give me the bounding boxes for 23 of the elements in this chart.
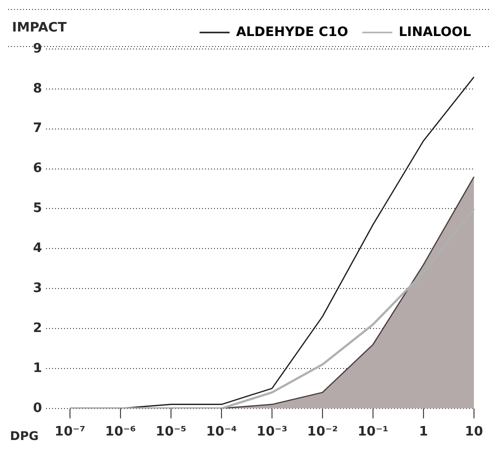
x-tick-label: 10⁻⁵ [156, 424, 186, 440]
y-tick-label: 2 [32, 320, 42, 336]
x-tick-label: 10⁻⁶ [105, 424, 136, 440]
y-tick-label: 0 [32, 400, 42, 416]
y-axis-title: IMPACT [12, 20, 67, 36]
y-tick-label: 7 [32, 121, 42, 136]
y-tick-label: 8 [32, 81, 42, 96]
legend-label: LINALOOL [398, 24, 472, 40]
y-tick-label: 9 [32, 41, 42, 56]
y-tick-label: 1 [32, 360, 42, 376]
x-axis-title: DPG [10, 429, 39, 444]
legend-label: ALDEHYDE C1O [236, 24, 348, 40]
y-tick-label: 4 [32, 241, 42, 256]
y-tick-label: 5 [32, 201, 42, 216]
x-tick-label: 1 [418, 424, 428, 440]
x-tick-label: 10 [464, 424, 483, 440]
x-tick-label: 10⁻¹ [358, 424, 388, 440]
y-tick-label: 3 [32, 280, 42, 296]
y-tick-label: 6 [32, 161, 42, 176]
x-tick-label: 10⁻⁴ [206, 424, 238, 440]
x-tick-label: 10⁻³ [256, 424, 288, 440]
x-tick-label: 10⁻⁷ [54, 424, 86, 440]
x-tick-label: 10⁻² [307, 424, 338, 440]
